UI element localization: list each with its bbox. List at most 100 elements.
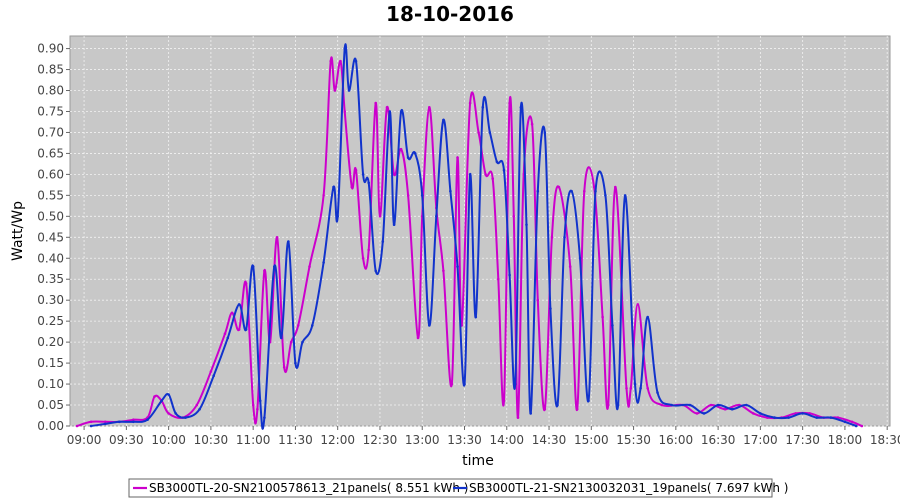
data-point-series-2: [513, 382, 517, 386]
data-point-series-2: [843, 420, 847, 424]
x-tick-label: 10:00: [151, 433, 186, 447]
data-point-series-1: [636, 303, 640, 306]
data-point-series-1: [275, 236, 279, 239]
data-point-series-2: [392, 223, 396, 226]
chart-title: 18-10-2016: [386, 2, 514, 26]
data-point-series-2: [399, 110, 403, 113]
data-point-series-2: [529, 412, 532, 415]
data-point-series-1: [223, 332, 227, 336]
data-point-series-1: [530, 122, 534, 126]
data-point-series-2: [388, 110, 392, 113]
data-point-series-1: [343, 110, 347, 113]
y-tick-label: 0.45: [37, 230, 64, 244]
data-point-series-1: [329, 59, 333, 63]
data-point-series-2: [815, 416, 818, 419]
data-point-series-1: [543, 407, 547, 411]
data-point-series-2: [367, 181, 371, 185]
data-point-series-2: [336, 215, 340, 218]
data-point-series-2: [495, 160, 499, 164]
y-tick-label: 0.25: [37, 314, 64, 328]
x-tick-label: 16:30: [701, 433, 736, 447]
data-point-series-2: [587, 399, 590, 403]
y-axis-label: Watt/Wp: [10, 201, 26, 261]
data-point-series-1: [244, 282, 248, 285]
data-point-series-2: [519, 106, 523, 109]
y-tick-label: 0.35: [37, 272, 64, 286]
data-point-series-2: [578, 257, 582, 260]
x-tick-label: 13:30: [447, 433, 482, 447]
data-point-series-2: [508, 273, 511, 277]
data-point-series-2: [688, 403, 692, 407]
x-tick-label: 17:30: [785, 433, 820, 447]
data-point-series-2: [343, 47, 347, 50]
data-point-series-1: [374, 101, 378, 105]
x-tick-label: 14:00: [489, 433, 524, 447]
x-tick-label: 14:30: [532, 433, 567, 447]
data-point-series-2: [89, 424, 93, 428]
data-point-series-1: [512, 215, 516, 218]
data-point-series-1: [378, 215, 382, 218]
data-point-series-2: [543, 131, 547, 134]
y-tick-label: 0.15: [37, 356, 64, 370]
data-point-series-1: [850, 420, 854, 424]
data-point-series-1: [361, 257, 365, 260]
data-point-series-1: [629, 387, 633, 390]
series-layer: [75, 43, 864, 430]
data-point-series-1: [289, 340, 293, 344]
data-point-series-2: [633, 382, 637, 386]
data-point-series-2: [212, 374, 215, 378]
data-point-series-1: [322, 194, 325, 197]
data-point-series-2: [273, 265, 276, 268]
data-point-series-1: [399, 147, 403, 151]
data-point-series-2: [280, 336, 283, 340]
y-tick-label: 0.05: [37, 398, 64, 412]
data-point-series-1: [477, 131, 480, 134]
data-point-series-1: [468, 101, 472, 105]
data-point-series-2: [244, 328, 248, 331]
y-tick-label: 0.90: [37, 42, 64, 56]
data-point-series-2: [801, 412, 804, 415]
data-point-series-2: [413, 152, 417, 155]
data-point-series-1: [601, 315, 604, 319]
y-tick-label: 0.75: [37, 104, 64, 118]
data-point-series-2: [787, 416, 790, 419]
data-point-series-1: [416, 336, 420, 340]
data-point-series-2: [646, 315, 649, 319]
data-point-series-2: [670, 403, 673, 407]
data-point-series-2: [656, 391, 659, 394]
data-point-series-2: [251, 265, 255, 268]
data-point-series-1: [456, 156, 459, 159]
data-point-series-1: [695, 412, 699, 415]
data-point-series-1: [103, 420, 107, 424]
y-tick-label: 0.50: [37, 209, 64, 223]
data-point-series-1: [484, 173, 487, 176]
data-point-series-2: [428, 324, 431, 327]
data-point-series-1: [491, 177, 495, 180]
y-tick-label: 0.80: [37, 84, 64, 98]
data-point-series-2: [759, 412, 762, 415]
data-point-series-1: [442, 269, 445, 273]
y-tick-label: 0.20: [37, 335, 64, 349]
data-point-series-2: [311, 324, 314, 327]
data-point-series-2: [361, 173, 365, 176]
data-point-series-1: [367, 248, 371, 252]
y-tick-label: 0.70: [37, 125, 64, 139]
data-point-series-2: [167, 393, 170, 396]
data-point-series-1: [167, 412, 170, 415]
data-point-series-1: [350, 185, 354, 189]
data-point-series-2: [481, 106, 485, 109]
x-tick-label: 16:00: [659, 433, 694, 447]
data-point-series-2: [639, 387, 642, 390]
data-point-series-1: [153, 395, 156, 398]
data-point-series-1: [89, 420, 93, 424]
data-point-series-2: [435, 215, 438, 218]
data-point-series-2: [563, 236, 566, 239]
data-point-series-2: [623, 194, 627, 197]
y-tick-label: 0.40: [37, 251, 64, 265]
x-axis-ticks: 09:00 09:30 10:00 10:30 11:00 11:30 12:00 12:30…: [67, 426, 900, 447]
data-point-series-1: [263, 269, 266, 273]
data-point-series-1: [296, 324, 300, 327]
data-point-series-1: [308, 265, 311, 268]
data-point-series-2: [594, 189, 597, 193]
